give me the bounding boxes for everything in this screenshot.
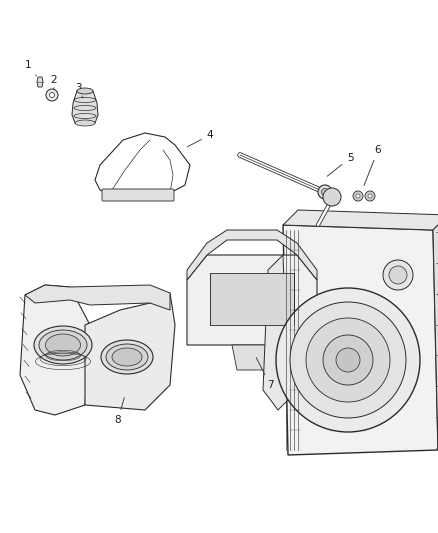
- Text: 6: 6: [364, 145, 381, 185]
- Text: 2: 2: [51, 75, 57, 89]
- Circle shape: [306, 318, 390, 402]
- Polygon shape: [72, 91, 98, 123]
- Circle shape: [368, 194, 372, 198]
- Polygon shape: [187, 255, 317, 345]
- Polygon shape: [85, 293, 175, 410]
- Polygon shape: [283, 210, 438, 230]
- Polygon shape: [95, 133, 190, 195]
- Circle shape: [353, 191, 363, 201]
- Ellipse shape: [77, 88, 93, 94]
- Circle shape: [389, 266, 407, 284]
- Polygon shape: [20, 285, 90, 415]
- Circle shape: [49, 93, 54, 98]
- Ellipse shape: [75, 120, 95, 126]
- Circle shape: [290, 302, 406, 418]
- Circle shape: [323, 335, 373, 385]
- Circle shape: [276, 288, 420, 432]
- Circle shape: [365, 191, 375, 201]
- Ellipse shape: [34, 326, 92, 364]
- Ellipse shape: [106, 344, 148, 370]
- Ellipse shape: [39, 330, 87, 360]
- Polygon shape: [37, 77, 43, 87]
- Polygon shape: [232, 345, 272, 370]
- Polygon shape: [210, 273, 294, 325]
- Circle shape: [323, 188, 341, 206]
- Ellipse shape: [112, 348, 142, 366]
- Polygon shape: [25, 285, 170, 310]
- Ellipse shape: [46, 334, 81, 356]
- Circle shape: [321, 189, 328, 196]
- Text: 8: 8: [115, 398, 124, 425]
- Text: 3: 3: [75, 83, 83, 98]
- Polygon shape: [187, 230, 317, 280]
- FancyBboxPatch shape: [102, 189, 174, 201]
- Polygon shape: [263, 255, 288, 410]
- Text: 1: 1: [25, 60, 36, 76]
- Text: 4: 4: [187, 130, 213, 147]
- Circle shape: [383, 260, 413, 290]
- Polygon shape: [433, 215, 438, 450]
- Text: 7: 7: [256, 358, 273, 390]
- Circle shape: [336, 348, 360, 372]
- Polygon shape: [283, 225, 438, 455]
- Circle shape: [356, 194, 360, 198]
- Text: 5: 5: [327, 153, 353, 176]
- Ellipse shape: [101, 340, 153, 374]
- Circle shape: [46, 89, 58, 101]
- Circle shape: [318, 185, 332, 199]
